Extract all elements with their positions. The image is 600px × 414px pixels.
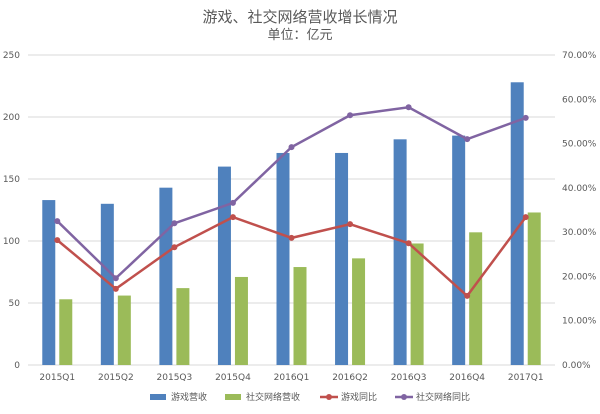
- y-right-tick-label: 30.00%: [562, 228, 597, 238]
- bar-game-revenue: [276, 152, 290, 365]
- legend-swatch: [225, 394, 241, 400]
- line-point: [288, 234, 295, 241]
- legend-label: 游戏同比: [341, 391, 377, 403]
- line-point: [229, 214, 236, 221]
- bar-social-revenue: [176, 288, 190, 365]
- bar-game-revenue: [452, 135, 466, 365]
- x-tick-label: 2016Q1: [274, 373, 310, 383]
- line-point: [464, 292, 471, 299]
- legend-label: 社交网络营收: [246, 391, 300, 403]
- bar-social-revenue: [352, 258, 366, 365]
- bar-social-revenue: [410, 243, 424, 365]
- x-tick-label: 2016Q4: [449, 373, 485, 383]
- y-right-tick-label: 70.00%: [562, 51, 597, 61]
- bar-social-revenue: [117, 295, 131, 365]
- x-tick-label: 2016Q2: [332, 373, 368, 383]
- y-left-tick-label: 50: [9, 299, 21, 309]
- x-tick-label: 2016Q3: [391, 373, 427, 383]
- line-point: [464, 136, 471, 143]
- x-tick-label: 2015Q3: [157, 373, 193, 383]
- x-tick-label: 2015Q2: [98, 373, 134, 383]
- legend-marker: [401, 394, 407, 400]
- line-point: [54, 237, 61, 244]
- bar-social-revenue: [527, 212, 541, 365]
- y-right-tick-label: 40.00%: [562, 184, 597, 194]
- y-right-tick-label: 20.00%: [562, 272, 597, 282]
- y-right-tick-label: 50.00%: [562, 140, 597, 150]
- y-right-tick-label: 60.00%: [562, 95, 597, 105]
- line-point: [54, 218, 61, 225]
- legend-label: 游戏营收: [171, 391, 207, 403]
- bar-game-revenue: [159, 187, 173, 365]
- line-point: [112, 285, 119, 292]
- line-point: [288, 144, 295, 151]
- line-point: [347, 112, 354, 119]
- bar-social-revenue: [59, 299, 73, 365]
- chart-subtitle: 单位：亿元: [267, 28, 333, 43]
- x-tick-label: 2015Q1: [39, 373, 75, 383]
- line-point: [112, 275, 119, 282]
- line-point: [347, 221, 354, 228]
- bar-game-revenue: [100, 203, 114, 365]
- chart-title: 游戏、社交网络营收增长情况: [202, 8, 398, 26]
- y-right-tick-label: 10.00%: [562, 317, 597, 327]
- bar-game-revenue: [510, 82, 524, 365]
- x-tick-label: 2017Q1: [508, 373, 544, 383]
- y-left-tick-label: 150: [3, 175, 20, 185]
- bar-game-revenue: [393, 139, 407, 365]
- bar-social-revenue: [293, 267, 307, 365]
- line-point: [522, 214, 529, 221]
- legend-swatch: [150, 394, 166, 400]
- bar-social-revenue: [234, 276, 248, 365]
- bar-social-revenue: [469, 232, 483, 365]
- y-right-tick-label: 0.00%: [562, 361, 591, 371]
- legend-marker: [326, 394, 332, 400]
- bar-game-revenue: [217, 166, 231, 365]
- y-left-tick-label: 100: [3, 237, 20, 247]
- y-left-tick-label: 200: [3, 113, 20, 123]
- line-point: [229, 199, 236, 206]
- line-point: [405, 104, 412, 111]
- line-point: [171, 244, 178, 251]
- x-tick-label: 2015Q4: [215, 373, 251, 383]
- line-point: [171, 220, 178, 227]
- line-point: [405, 240, 412, 247]
- y-left-tick-label: 0: [14, 361, 20, 371]
- y-left-tick-label: 250: [3, 51, 20, 61]
- legend-label: 社交网络同比: [416, 391, 470, 403]
- line-point: [522, 114, 529, 121]
- bar-game-revenue: [335, 152, 349, 365]
- bar-game-revenue: [42, 200, 56, 365]
